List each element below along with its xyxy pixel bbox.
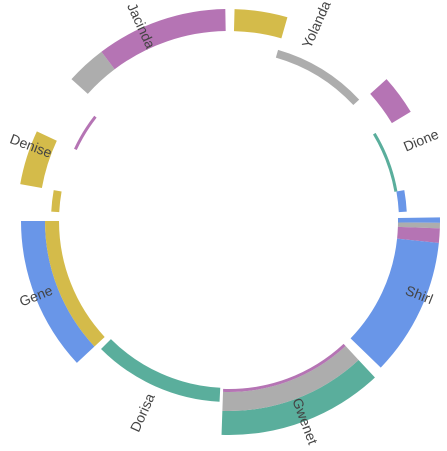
node-label-dorisa: Dorisa [127, 391, 158, 435]
ring-segment-dione-2 [396, 190, 407, 213]
ring-segment-shirl-0 [397, 217, 441, 223]
ring-segment-shirl-3 [350, 238, 439, 368]
ring-segment-dorisa-0 [101, 339, 221, 402]
ring-segment-jacinda-1 [101, 9, 226, 70]
node-label-yolanda: Yolanda [299, 0, 334, 51]
ring-segment-gwenet-1 [222, 346, 359, 411]
ring-segment-jacinda-0 [71, 51, 115, 94]
ring-segment-gwenet-2 [223, 343, 346, 393]
ring-segment-dione-1 [373, 132, 398, 192]
ring-segment-shirl-2 [397, 226, 440, 244]
ring-segment-gwenet-0 [221, 359, 375, 435]
ring-segment-yolanda-0 [233, 9, 288, 39]
ring-segment-gene-0 [21, 221, 95, 363]
ring-segment-shirl-1 [397, 222, 440, 229]
ring-segment-denise-1 [20, 131, 57, 189]
ring-segments [20, 9, 441, 435]
node-label-dione: Dione [401, 126, 441, 155]
ring-segment-denise-2 [74, 115, 97, 151]
ring-segment-dione-0 [370, 79, 411, 124]
ring-segment-yolanda-1 [275, 49, 360, 106]
ring-segment-gene-1 [45, 221, 105, 347]
ring-segment-denise-0 [51, 190, 62, 213]
node-labels: YolandaDioneShirlGwenetDorisaGeneDeniseJ… [8, 0, 441, 447]
